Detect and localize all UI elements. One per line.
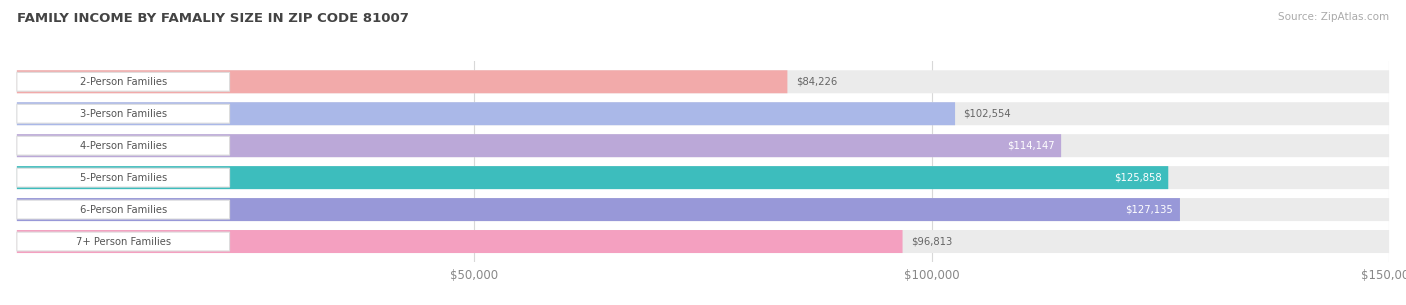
FancyBboxPatch shape [17,70,787,93]
FancyBboxPatch shape [17,102,955,125]
FancyBboxPatch shape [17,102,1389,125]
Text: $96,813: $96,813 [911,237,952,246]
FancyBboxPatch shape [17,134,1062,157]
Text: 2-Person Families: 2-Person Families [80,77,167,87]
Text: $114,147: $114,147 [1007,141,1054,151]
FancyBboxPatch shape [17,70,1389,93]
Text: 7+ Person Families: 7+ Person Families [76,237,170,246]
Text: $102,554: $102,554 [963,109,1011,119]
Text: 5-Person Families: 5-Person Families [80,173,167,183]
FancyBboxPatch shape [17,200,229,219]
FancyBboxPatch shape [17,134,1389,157]
FancyBboxPatch shape [17,232,229,251]
FancyBboxPatch shape [17,198,1180,221]
Text: $84,226: $84,226 [796,77,837,87]
FancyBboxPatch shape [17,198,1389,221]
FancyBboxPatch shape [17,104,229,123]
Text: 4-Person Families: 4-Person Families [80,141,167,151]
Text: 6-Person Families: 6-Person Families [80,205,167,215]
FancyBboxPatch shape [17,166,1168,189]
Text: 3-Person Families: 3-Person Families [80,109,167,119]
Text: Source: ZipAtlas.com: Source: ZipAtlas.com [1278,12,1389,22]
FancyBboxPatch shape [17,72,229,91]
Text: FAMILY INCOME BY FAMALIY SIZE IN ZIP CODE 81007: FAMILY INCOME BY FAMALIY SIZE IN ZIP COD… [17,12,409,25]
FancyBboxPatch shape [17,230,903,253]
FancyBboxPatch shape [17,166,1389,189]
FancyBboxPatch shape [17,230,1389,253]
FancyBboxPatch shape [17,136,229,155]
Text: $125,858: $125,858 [1114,173,1161,183]
Text: $127,135: $127,135 [1125,205,1173,215]
FancyBboxPatch shape [17,168,229,187]
